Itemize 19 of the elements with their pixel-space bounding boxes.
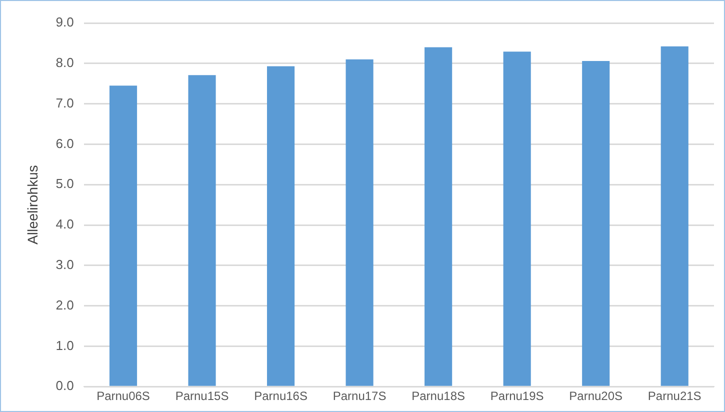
x-tick-label: Parnu20S bbox=[569, 389, 623, 404]
y-tick-label: 3.0 bbox=[56, 256, 74, 272]
y-tick-label: 5.0 bbox=[56, 176, 74, 192]
x-tick-label: Parnu06S bbox=[96, 389, 150, 404]
x-tick-label: Parnu16S bbox=[254, 389, 308, 404]
y-tick-label: 0.0 bbox=[56, 378, 74, 394]
x-tick-label: Parnu19S bbox=[490, 389, 544, 404]
y-tick-label: 9.0 bbox=[56, 14, 74, 30]
y-tick-label: 1.0 bbox=[56, 338, 74, 353]
y-tick-label: 7.0 bbox=[56, 95, 74, 110]
x-tick-label: Parnu18S bbox=[412, 389, 466, 404]
x-tick-label: Parnu17S bbox=[332, 389, 386, 404]
y-tick-label: 8.0 bbox=[56, 54, 74, 70]
x-tick-label: Parnu15S bbox=[175, 389, 229, 404]
x-tick-label: Parnu21S bbox=[648, 389, 702, 404]
y-tick-label: 2.0 bbox=[56, 297, 74, 312]
y-tick-label: 6.0 bbox=[56, 136, 74, 151]
y-axis-title: Alleelirohkus bbox=[24, 165, 40, 244]
y-tick-label: 4.0 bbox=[56, 216, 74, 232]
